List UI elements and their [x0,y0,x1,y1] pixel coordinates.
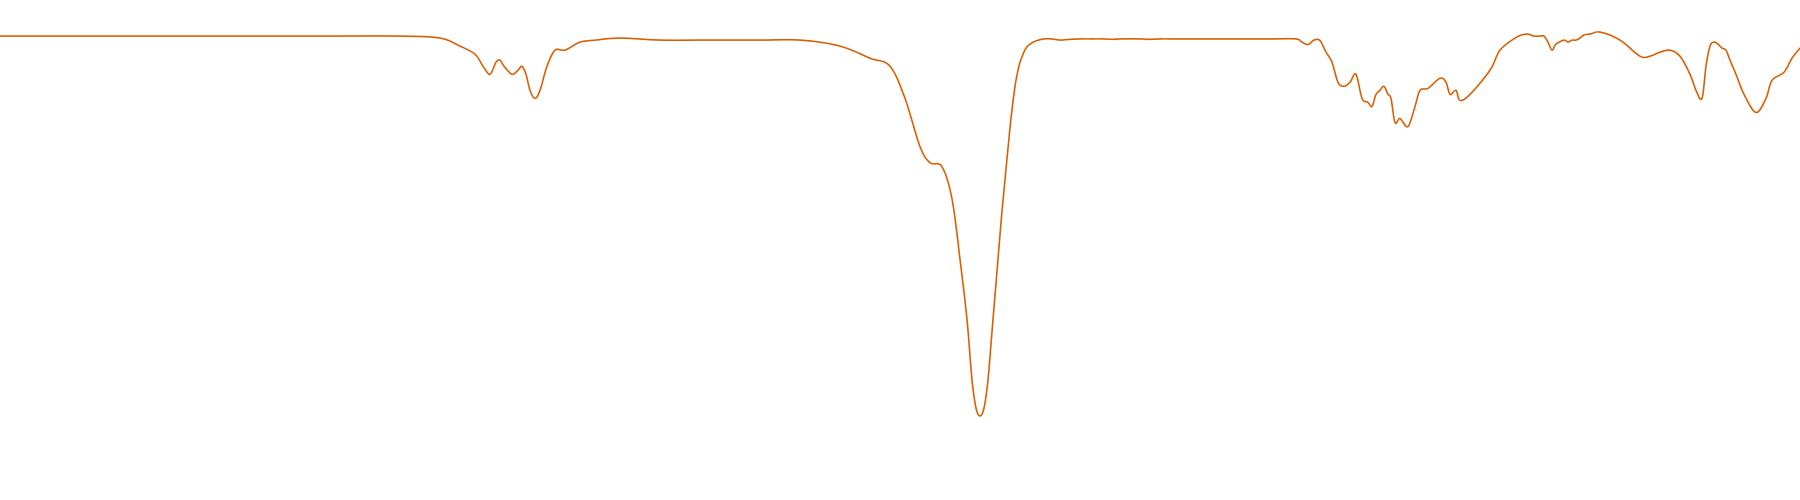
series-line-0 [0,31,1800,417]
series-layer [0,31,1800,417]
